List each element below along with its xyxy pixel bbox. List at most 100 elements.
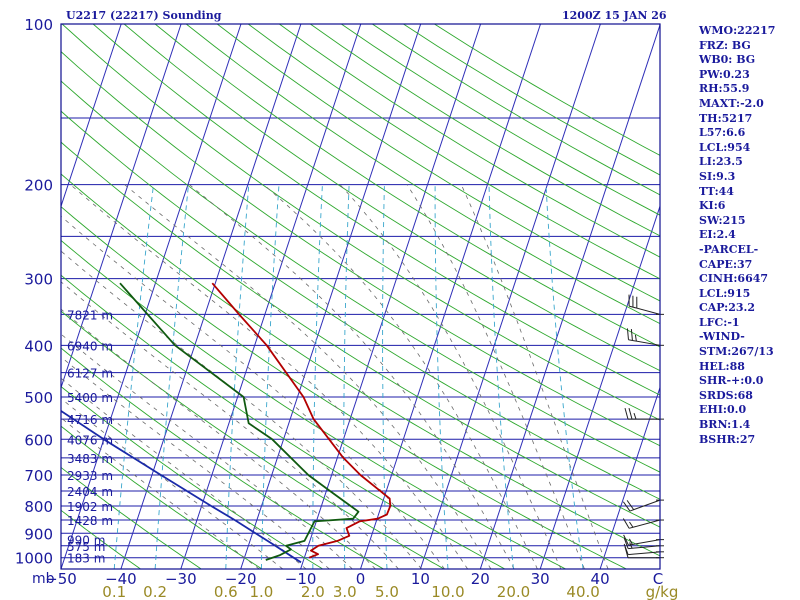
height-label: 6127 m [67,367,113,381]
temperature-tick-label: 20 [471,570,490,588]
temperature-tick-label: −30 [165,570,197,588]
temperature-unit-label: C [653,570,663,588]
mixing-ratio-line [382,184,388,569]
index-item: -PARCEL- [699,242,759,256]
index-item: LI:23.5 [699,155,743,169]
dry-adiabat-70 [61,110,660,500]
dry-adiabat--20 [61,425,263,569]
mixing-ratio-label: 10.0 [431,583,464,600]
height-label: 1428 m [67,514,113,528]
dry-adiabat-150 [216,24,660,302]
temperature-tick-label: −20 [225,570,257,588]
isotherm--30 [180,24,362,569]
pressure-tick-label: 1000 [15,550,53,568]
isotherm--40 [120,24,302,569]
dry-adiabat-130 [154,24,660,348]
moist-adiabat-36 [406,184,585,569]
temperature-tick-label: −40 [105,570,137,588]
stability-indices-panel: WMO:22217 FRZ: BG WB0: BG PW:0.23 RH:55.9 MAX… [699,24,799,447]
mixing-ratio-label: 20.0 [497,583,530,600]
temperature-tick-label: −10 [285,570,317,588]
isotherm-20 [479,24,660,569]
dry-adiabat--30 [61,466,202,569]
moist-adiabat-0 [61,308,376,569]
temperature-tick-label: 0 [356,570,366,588]
moist-adiabat-40 [460,184,609,569]
dry-adiabat-10 [61,310,445,569]
height-label: 6940 m [67,339,113,353]
isotherm--60 [61,24,182,390]
index-item: RH:55.9 [699,82,750,96]
index-item: LCL:954 [699,140,751,154]
moist-adiabat-20 [124,184,492,569]
mixing-ratio-line [488,184,514,569]
pressure-unit-label: mb [32,571,55,587]
height-label: 183 m [67,552,105,566]
isotherm--70 [61,24,122,208]
mixing-ratio-unit-label: g/kg [646,583,679,600]
mixing-ratio-line [260,184,280,569]
height-label: 2933 m [67,469,113,483]
isotherm-0 [360,24,541,569]
pressure-tick-label: 200 [24,177,53,195]
pressure-tick-label: 400 [24,337,53,355]
dry-adiabat-120 [123,24,660,372]
dry-adiabat-40 [61,206,627,569]
isotherm-30 [539,204,660,569]
index-item: STM:267/13 [699,345,774,359]
height-label: 4076 m [67,433,113,447]
temperature-tick-label: 30 [531,570,550,588]
index-item: SRDS:68 [699,388,753,402]
mixing-ratio-label: 40.0 [566,583,599,600]
pressure-tick-label: 900 [24,525,53,543]
index-item: LCL:915 [699,286,751,300]
mixing-ratio-line [225,184,250,569]
dry-adiabat-110 [92,24,660,396]
dry-adiabat-90 [61,51,660,447]
mixing-ratio-line [343,184,350,569]
index-item: LFC:-1 [699,315,740,329]
pressure-tick-label: 300 [24,271,53,289]
index-item: FRZ: BG [699,38,751,52]
mixing-ratio-label: 1.0 [249,583,273,600]
index-item: SHR-+:0.0 [699,374,764,388]
height-label: 1902 m [67,500,113,514]
valid-time: 1200Z 15 JAN 26 [562,9,667,22]
index-item: WB0: BG [699,53,756,67]
dry-adiabat-100 [61,24,660,421]
temperature-trace [211,282,392,559]
moist-adiabat-28 [263,184,538,569]
dry-adiabat-170 [279,24,660,258]
pressure-tick-label: 500 [24,389,53,407]
wind-barb [628,294,664,315]
parcel-trace [61,409,302,564]
index-item: TH:5217 [699,111,753,125]
index-item: HEL:88 [699,359,745,373]
isotherm--20 [240,24,422,569]
dry-adiabat-80 [61,80,660,473]
isotherm--90 [0,24,1,569]
mixing-ratio-label: 3.0 [333,583,357,600]
station-title: U2217 (22217) Sounding [66,9,222,22]
moist-adiabat-4 [61,281,399,569]
pressure-tick-label: 800 [24,498,53,516]
pressure-tick-label: 100 [24,16,53,34]
mixing-ratio-line [545,184,584,569]
pressure-tick-label: 600 [24,431,53,449]
index-item: EI:2.4 [699,228,736,242]
index-item: -WIND- [699,330,745,344]
height-label: 5400 m [67,391,113,405]
height-label: 990 m [67,534,105,548]
index-item: CAP:23.2 [699,301,756,315]
index-item: KI:6 [699,199,726,213]
mixing-ratio-label: 5.0 [375,583,399,600]
dry-adiabat-0 [61,347,384,569]
plot-background [61,24,660,569]
index-item: MAXT:-2.0 [699,96,764,110]
moist-adiabat-32 [339,184,562,569]
isotherm-40 [599,386,660,569]
pressure-tick-label: 700 [24,467,53,485]
mixing-ratio-line [113,184,154,569]
dry-adiabat-20 [61,274,506,569]
